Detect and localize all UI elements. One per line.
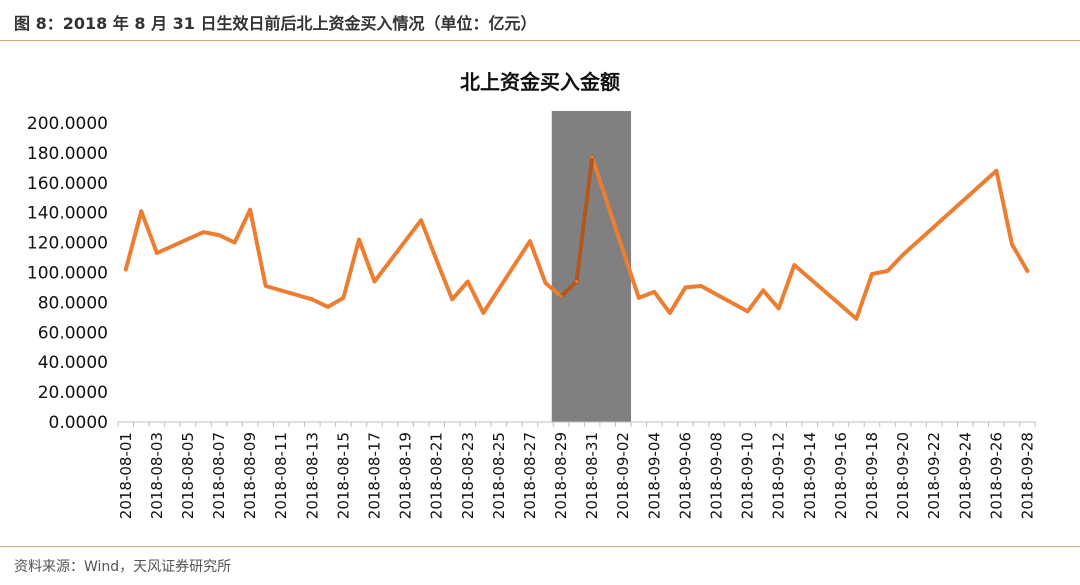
top-divider (0, 40, 1080, 41)
chart-title: 北上资金买入金额 (460, 70, 620, 94)
x-tick-label: 2018-08-11 (272, 432, 290, 519)
data-point (544, 281, 548, 285)
x-tick-label: 2018-08-05 (179, 432, 197, 519)
data-point (373, 279, 377, 283)
figure-caption: 图 8：2018 年 8 月 31 日生效日前后北上资金买入情况（单位：亿元） (14, 14, 537, 33)
data-point (419, 218, 423, 222)
x-tick-label: 2018-09-10 (739, 432, 757, 519)
y-tick-label: 200.0000 (27, 114, 108, 134)
data-point (481, 311, 485, 315)
data-point (590, 155, 594, 159)
data-point (559, 294, 563, 298)
y-tick-label: 20.0000 (38, 383, 108, 403)
x-tick-label: 2018-08-25 (490, 432, 508, 519)
x-tick-label: 2018-09-04 (645, 432, 663, 519)
data-point (870, 272, 874, 276)
data-point (777, 306, 781, 310)
data-point (994, 169, 998, 173)
bottom-divider (0, 546, 1080, 547)
data-point (357, 238, 361, 242)
axis-layer (117, 421, 1036, 427)
data-point (435, 259, 439, 263)
y-tick-label: 80.0000 (38, 293, 108, 313)
x-tick-label: 2018-08-29 (552, 432, 570, 519)
y-tick-label: 120.0000 (27, 234, 108, 254)
data-point (233, 241, 237, 245)
data-point (217, 233, 221, 237)
x-tick-label: 2018-09-12 (770, 432, 788, 519)
data-point (683, 285, 687, 289)
data-point (124, 268, 128, 272)
data-point (341, 296, 345, 300)
x-tick-label: 2018-08-31 (583, 432, 601, 519)
x-axis-ticks: 2018-08-01 2018-08-03 2018-08-05 2018-08-07… (117, 432, 1037, 519)
x-tick-label: 2018-09-26 (987, 432, 1005, 519)
x-tick-label: 2018-09-02 (614, 432, 632, 519)
series-layer (123, 155, 1030, 321)
x-tick-label: 2018-08-21 (428, 432, 446, 519)
x-tick-label: 2018-08-07 (210, 432, 228, 519)
data-point (761, 288, 765, 292)
data-point (528, 239, 532, 243)
data-point (746, 309, 750, 313)
data-point (652, 290, 656, 294)
data-point (248, 208, 252, 212)
data-point (792, 263, 796, 267)
data-point (637, 296, 641, 300)
y-axis-ticks: 0.0000 20.0000 40.0000 60.0000 80.0000 100.00… (27, 114, 108, 433)
data-point (886, 269, 890, 273)
data-point (139, 209, 143, 213)
x-tick-label: 2018-08-27 (521, 432, 539, 519)
x-tick-label: 2018-08-09 (241, 432, 259, 519)
x-tick-label: 2018-08-15 (334, 432, 352, 519)
data-point (1025, 269, 1029, 273)
y-tick-label: 40.0000 (38, 353, 108, 373)
data-point (326, 305, 330, 309)
x-tick-label: 2018-09-18 (863, 432, 881, 519)
y-tick-label: 0.0000 (49, 413, 108, 433)
data-point (901, 253, 905, 257)
x-tick-label: 2018-09-24 (956, 432, 974, 519)
data-point (310, 297, 314, 301)
data-point (450, 297, 454, 301)
data-point (668, 311, 672, 315)
data-point (264, 284, 268, 288)
x-tick-label: 2018-08-13 (303, 432, 321, 519)
y-tick-label: 160.0000 (27, 174, 108, 194)
data-point (854, 317, 858, 321)
x-tick-label: 2018-09-16 (832, 432, 850, 519)
x-tick-label: 2018-08-01 (117, 432, 135, 519)
x-tick-label: 2018-09-06 (676, 432, 694, 519)
source-note: 资料来源：Wind，天风证券研究所 (14, 559, 232, 575)
data-point (699, 284, 703, 288)
y-tick-label: 100.0000 (27, 264, 108, 284)
x-tick-label: 2018-08-19 (397, 432, 415, 519)
y-tick-label: 60.0000 (38, 323, 108, 343)
x-tick-label: 2018-09-28 (1018, 432, 1036, 519)
x-tick-label: 2018-09-20 (894, 432, 912, 519)
y-tick-label: 140.0000 (27, 204, 108, 224)
x-tick-label: 2018-09-08 (708, 432, 726, 519)
data-point (466, 279, 470, 283)
x-tick-label: 2018-09-14 (801, 432, 819, 519)
line-chart: 北上资金买入金额 0.0000 20.0000 40.0000 60.0000 80.0… (27, 70, 1037, 519)
x-tick-label: 2018-09-22 (925, 432, 943, 519)
data-point (155, 251, 159, 255)
y-tick-label: 180.0000 (27, 144, 108, 164)
x-tick-label: 2018-08-03 (148, 432, 166, 519)
data-point (575, 279, 579, 283)
data-point (1010, 242, 1014, 246)
data-point (202, 230, 206, 234)
x-tick-label: 2018-08-17 (366, 432, 384, 519)
x-tick-label: 2018-08-23 (459, 432, 477, 519)
